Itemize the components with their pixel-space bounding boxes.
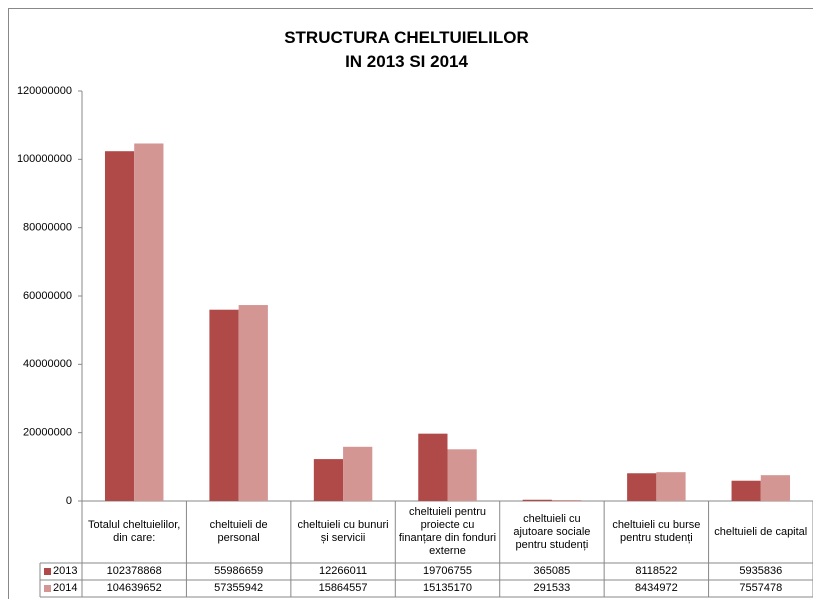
table-value: 15135170	[423, 582, 472, 594]
bar	[134, 143, 164, 501]
y-tick-label: 100000000	[17, 153, 72, 165]
table-value: 291533	[533, 582, 571, 594]
category-label: cheltuieli pentru proiecte cu finanțare …	[398, 506, 497, 557]
table-value: 365085	[533, 565, 571, 577]
table-value: 57355942	[214, 582, 264, 594]
category-label: cheltuieli cu bunuri și servicii	[297, 519, 389, 544]
chart-title: IN 2013 SI 2014	[345, 52, 468, 71]
bar	[343, 446, 373, 501]
table-value: 5935836	[739, 565, 783, 577]
y-tick-label: 60000000	[23, 290, 72, 302]
bar	[447, 449, 477, 501]
table-value: 12266011	[318, 565, 368, 577]
chart-border	[8, 8, 813, 599]
table-value: 55986659	[214, 565, 264, 577]
table-value: 15864557	[318, 582, 368, 594]
bar	[551, 500, 582, 501]
category-label: cheltuieli de capital	[714, 525, 808, 538]
bar	[313, 459, 344, 501]
bar	[627, 473, 657, 501]
bar	[104, 151, 135, 501]
category-label: cheltuieli cu ajutoare sociale pentru st…	[513, 512, 591, 551]
legend-key	[44, 585, 51, 592]
table-value: 104639652	[106, 582, 162, 594]
bar	[238, 305, 268, 501]
legend-label: 2014	[53, 582, 78, 594]
table-value: 7557478	[739, 582, 783, 594]
bar	[209, 309, 239, 501]
table-value: 19706755	[423, 565, 472, 577]
table-value: 8118522	[635, 565, 678, 577]
legend-label: 2013	[53, 565, 78, 577]
bar	[760, 475, 791, 501]
legend-key	[44, 568, 51, 575]
y-tick-label: 120000000	[17, 85, 72, 97]
chart-title: STRUCTURA CHELTUIELILOR	[284, 28, 529, 47]
category-label: cheltuieli de personal	[209, 519, 268, 544]
y-tick-label: 40000000	[23, 358, 72, 370]
bar	[731, 480, 761, 501]
y-tick-label: 0	[66, 495, 72, 507]
bar	[656, 472, 686, 501]
category-label: cheltuieli cu burse pentru studenți	[612, 519, 701, 544]
y-tick-label: 80000000	[23, 222, 72, 234]
y-tick-label: 20000000	[23, 427, 72, 439]
bar	[522, 499, 552, 501]
bar	[418, 433, 448, 501]
table-value: 102378868	[106, 565, 162, 577]
table-value: 8434972	[634, 582, 678, 594]
category-label: Totalul cheltuielilor, din care:	[88, 519, 181, 544]
